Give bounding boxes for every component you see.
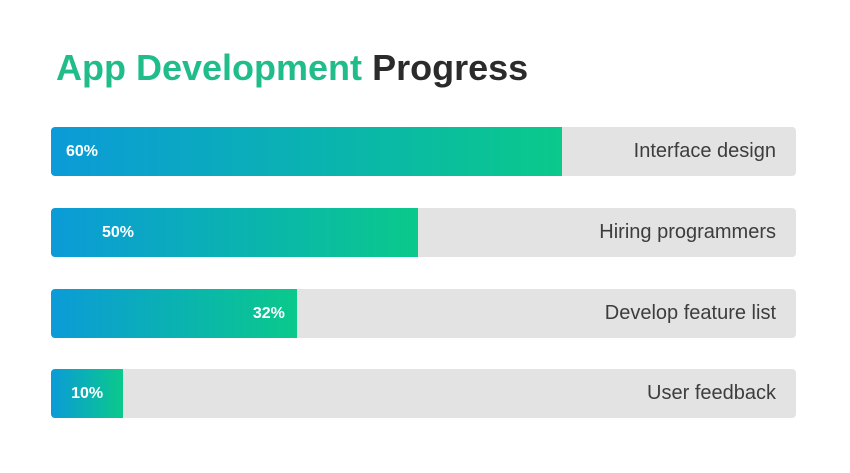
progress-row-interface-design: 60% Interface design — [51, 127, 796, 176]
progress-fill: 50% — [51, 208, 419, 257]
progress-row-hiring-programmers: 50% Hiring programmers — [51, 208, 796, 257]
category-label: Develop feature list — [604, 302, 776, 324]
chart-title-highlight: App Development — [56, 47, 363, 88]
progress-fill: 60% — [51, 127, 563, 176]
category-label: User feedback — [647, 382, 776, 404]
progress-fill: 10% — [51, 369, 124, 418]
progress-value-label: 60% — [66, 143, 99, 160]
progress-track: 60% Interface design — [51, 127, 796, 176]
chart-title-rest: Progress — [372, 47, 529, 88]
progress-fill: 32% — [51, 289, 297, 338]
progress-track: 32% Develop feature list — [51, 289, 796, 338]
chart-title: App Development Progress — [56, 47, 528, 89]
progress-value-label: 10% — [71, 385, 104, 402]
progress-row-user-feedback: 10% User feedback — [51, 369, 796, 418]
progress-value-label: 32% — [252, 305, 285, 322]
progress-track: 10% User feedback — [51, 369, 796, 418]
progress-value-label: 50% — [102, 224, 135, 241]
progress-track: 50% Hiring programmers — [51, 208, 796, 257]
progress-row-develop-feature-list: 32% Develop feature list — [51, 289, 796, 338]
category-label: Interface design — [633, 140, 776, 162]
category-label: Hiring programmers — [599, 221, 776, 243]
